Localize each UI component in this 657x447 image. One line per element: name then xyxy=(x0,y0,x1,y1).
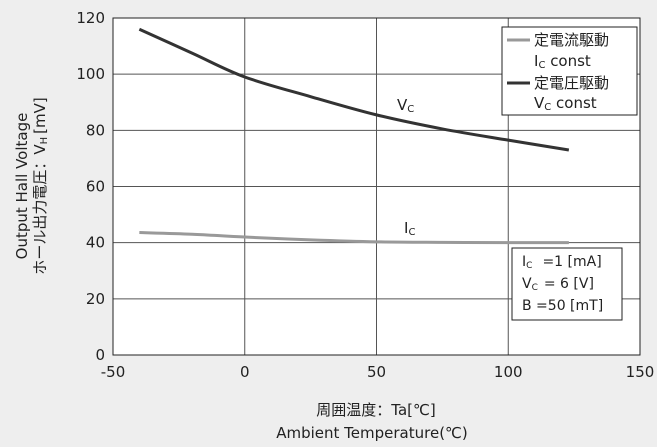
legend-label-vc-jp: 定電圧駆動 xyxy=(534,74,609,92)
x-tick-label: 0 xyxy=(240,363,250,381)
legend: 定電流駆動 IC const 定電圧駆動 VC const xyxy=(501,26,638,116)
legend-label-vc-en: VC const xyxy=(534,94,597,113)
x-tick-label: 50 xyxy=(367,363,386,381)
series xyxy=(138,27,570,245)
x-axis-title-jp: 周囲温度：Ta[℃] xyxy=(316,401,435,419)
y-tick-label: 80 xyxy=(86,121,105,139)
series-label-vc: VC xyxy=(397,96,414,115)
condition-b: B =50 [mT] xyxy=(522,298,603,314)
y-tick-label: 40 xyxy=(86,234,105,252)
y-tick-label: 120 xyxy=(76,9,105,27)
legend-box xyxy=(501,26,638,116)
y-tick-label: 60 xyxy=(86,178,105,196)
x-tick-label: 150 xyxy=(626,363,655,381)
x-tick-label: 100 xyxy=(494,363,523,381)
y-tick-label: 100 xyxy=(76,65,105,83)
y-tick-label: 0 xyxy=(95,346,105,364)
x-axis-title-en: Ambient Temperature(℃) xyxy=(276,424,468,442)
condition-vc: VC = 6 [V] xyxy=(522,276,594,293)
plot-frame xyxy=(112,17,641,356)
series-line-ic xyxy=(139,231,569,245)
y-tick-label: 20 xyxy=(86,290,105,308)
condition-ic: IC =1 [mA] xyxy=(522,254,602,271)
series-line-vc xyxy=(138,27,570,152)
y-axis-title-jp: ホール出力電圧：VH[mV] xyxy=(31,97,50,274)
x-tick-label: -50 xyxy=(101,363,126,381)
conditions-frame xyxy=(511,247,623,321)
legend-label-ic-jp: 定電流駆動 xyxy=(534,31,609,49)
series-label-ic: IC xyxy=(404,219,415,238)
y-axis-title-en: Output Hall Voltage xyxy=(13,113,31,260)
conditions-box: IC =1 [mA] VC = 6 [V] B =50 [mT] xyxy=(511,247,623,321)
legend-label-ic-en: IC const xyxy=(534,52,591,71)
